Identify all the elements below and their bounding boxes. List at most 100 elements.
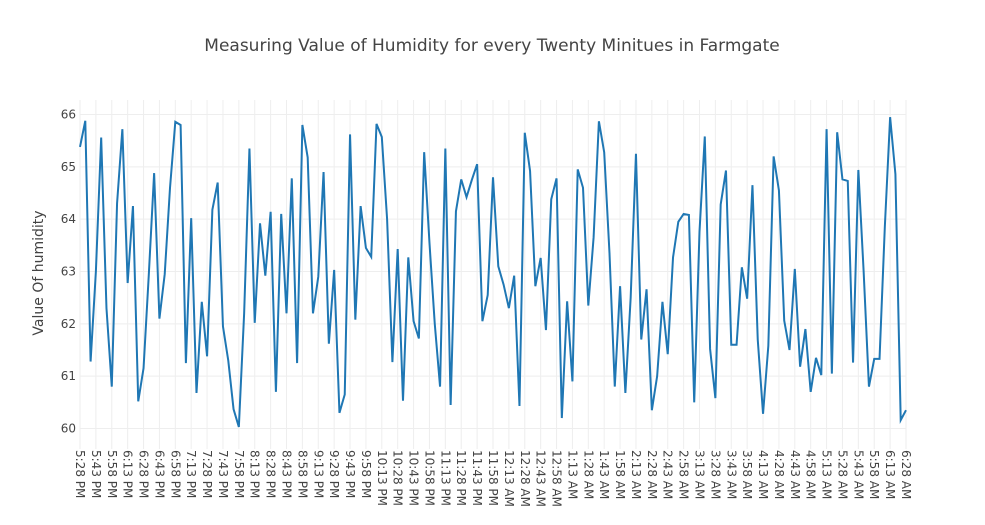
y-axis-ticks: 60 61 62 63 64 65 66 <box>61 108 76 436</box>
data-point <box>788 348 792 352</box>
data-point <box>279 212 283 216</box>
data-point <box>465 195 469 199</box>
data-point <box>216 181 220 185</box>
data-point <box>380 135 384 139</box>
data-point <box>634 152 638 156</box>
x-tick-label: 3:43 AM <box>724 450 738 499</box>
data-point <box>343 392 347 396</box>
data-point <box>517 404 521 408</box>
x-tick-label: 3:13 AM <box>693 450 707 499</box>
x-tick-label: 6:43 PM <box>152 450 166 498</box>
data-point <box>157 317 161 321</box>
data-point <box>803 327 807 331</box>
data-point <box>899 418 903 422</box>
x-tick-label: 12:58 AM <box>550 450 564 507</box>
data-point <box>867 385 871 389</box>
data-point <box>237 425 241 429</box>
x-tick-label: 12:43 AM <box>534 450 548 507</box>
data-point <box>883 225 887 229</box>
data-point <box>337 411 341 415</box>
data-point <box>666 352 670 356</box>
y-tick-label: 61 <box>61 369 76 383</box>
data-point <box>708 347 712 351</box>
data-point <box>454 209 458 213</box>
x-tick-label: 8:58 PM <box>295 450 309 498</box>
x-tick-label: 11:43 PM <box>470 450 484 506</box>
x-tick-label: 9:58 PM <box>359 450 373 498</box>
data-point <box>136 399 140 403</box>
data-point <box>480 319 484 323</box>
data-point <box>825 127 829 131</box>
data-point <box>576 167 580 171</box>
data-point <box>110 385 114 389</box>
data-point <box>533 284 537 288</box>
x-tick-label: 4:28 AM <box>772 450 786 499</box>
x-axis-ticks: 5:28 PM 5:43 PM 5:58 PM 6:13 PM 6:28 PM 6:43 … <box>73 450 913 507</box>
data-point <box>126 281 130 285</box>
data-point <box>131 204 135 208</box>
data-point <box>78 145 82 149</box>
data-point <box>285 311 289 315</box>
data-point <box>835 130 839 134</box>
data-point <box>184 361 188 365</box>
data-point <box>221 324 225 328</box>
data-point <box>512 274 516 278</box>
x-tick-label: 7:28 PM <box>200 450 214 498</box>
data-point <box>650 408 654 412</box>
x-tick-label: 12:13 AM <box>502 450 516 507</box>
data-point <box>168 186 172 190</box>
data-point <box>623 391 627 395</box>
x-tick-label: 1:58 AM <box>613 450 627 499</box>
data-point <box>692 400 696 404</box>
data-point <box>269 210 273 214</box>
data-point <box>496 264 500 268</box>
data-point <box>735 343 739 347</box>
data-point <box>242 311 246 315</box>
x-tick-label: 6:28 AM <box>899 450 913 499</box>
data-point <box>179 123 183 127</box>
data-point <box>210 208 214 212</box>
data-point <box>115 201 119 205</box>
data-point <box>618 284 622 288</box>
x-tick-label: 10:13 PM <box>375 450 389 506</box>
x-tick-label: 5:43 PM <box>89 450 103 498</box>
x-tick-label: 11:13 PM <box>438 450 452 506</box>
x-tick-label: 5:43 AM <box>851 450 865 499</box>
x-tick-label: 5:58 PM <box>105 450 119 498</box>
data-point <box>893 172 897 176</box>
data-point <box>549 197 553 201</box>
data-point <box>449 403 453 407</box>
data-point <box>364 246 368 250</box>
data-point <box>83 119 87 123</box>
data-point <box>570 379 574 383</box>
data-point <box>888 115 892 119</box>
x-tick-label: 6:13 PM <box>121 450 135 498</box>
x-tick-label: 3:58 AM <box>740 450 754 499</box>
series-layer <box>78 115 907 429</box>
data-point <box>459 177 463 181</box>
data-point <box>629 296 633 300</box>
data-point <box>443 147 447 151</box>
data-point <box>814 356 818 360</box>
x-tick-label: 8:28 PM <box>264 450 278 498</box>
data-point <box>390 360 394 364</box>
data-point <box>306 155 310 159</box>
data-point <box>592 235 596 239</box>
data-point <box>316 275 320 279</box>
data-point <box>607 251 611 255</box>
x-tick-label: 9:28 PM <box>327 450 341 498</box>
y-tick-label: 65 <box>61 160 76 174</box>
data-point <box>851 361 855 365</box>
data-point <box>671 255 675 259</box>
data-point <box>94 270 98 274</box>
x-tick-label: 3:28 AM <box>708 450 722 499</box>
data-point <box>486 293 490 297</box>
data-point <box>226 358 230 362</box>
data-point <box>809 390 813 394</box>
y-axis-label: Value Of humidity <box>31 210 47 335</box>
data-point <box>777 188 781 192</box>
data-point <box>713 396 717 400</box>
data-point <box>856 168 860 172</box>
data-point <box>247 147 251 151</box>
